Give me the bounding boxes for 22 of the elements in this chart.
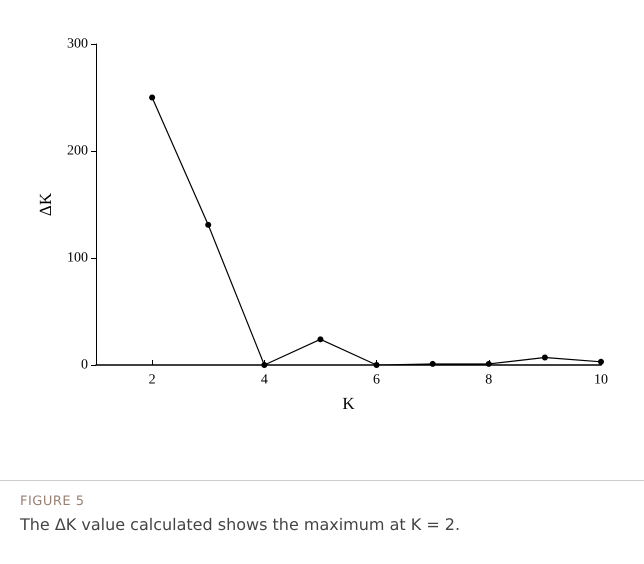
caption: FIGURE 5 [20,494,86,509]
point [542,354,548,361]
point [486,360,492,367]
y-axis-title: ΔK [36,192,55,216]
point [598,358,604,365]
point [261,362,268,368]
x-tick-label: 6 [373,372,380,388]
x-tick-label: 4 [260,372,268,388]
y-tick-label: 300 [67,36,88,52]
y-tick-label: 100 [67,250,88,266]
y-tick-label: 0 [81,358,88,372]
point [205,222,212,228]
x-tick-label: 2 [148,372,156,388]
point [149,94,156,100]
text: The ΔK value calculated shows the maximum at K = 2. [20,515,460,534]
x-tick-label: 8 [485,372,492,388]
point [317,336,324,342]
point [374,362,380,368]
x-tick-label: 10 [594,372,608,388]
point [430,360,436,367]
y-tick-label: 200 [67,144,88,158]
x-axis-title: K [342,394,356,413]
